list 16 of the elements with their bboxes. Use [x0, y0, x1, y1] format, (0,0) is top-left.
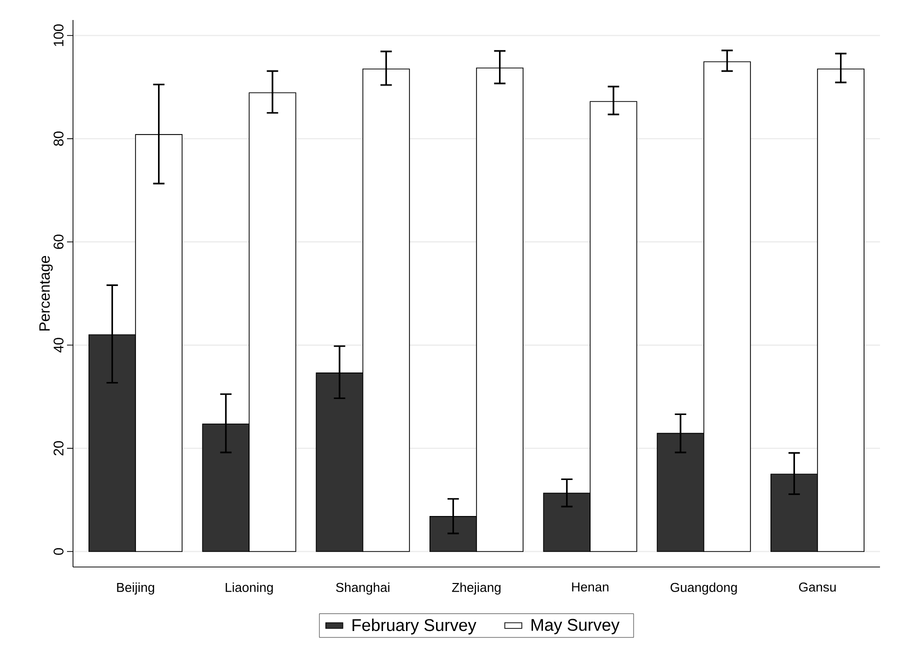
x-tick-label: Henan [572, 582, 608, 592]
x-tick-label: Guangdong [670, 582, 737, 595]
x-tick-label: Gansu [799, 582, 836, 592]
y-axis-title: Percentage [39, 256, 53, 330]
x-tick-label: Beijing [117, 582, 154, 595]
y-tick-label: 40 [54, 338, 64, 353]
y-tick-label: 100 [54, 24, 64, 46]
x-tick-label: Shanghai [336, 582, 390, 595]
x-tick-label: Liaoning [226, 582, 273, 595]
y-tick-label: 60 [54, 234, 64, 249]
y-tick-label: 20 [54, 441, 64, 456]
legend-label: February Survey [352, 618, 476, 634]
y-tick-label: 0 [54, 548, 64, 555]
y-tick-label: 80 [54, 131, 64, 146]
x-tick-label: Zhejiang [452, 582, 501, 595]
legend-label: May Survey [532, 618, 620, 634]
